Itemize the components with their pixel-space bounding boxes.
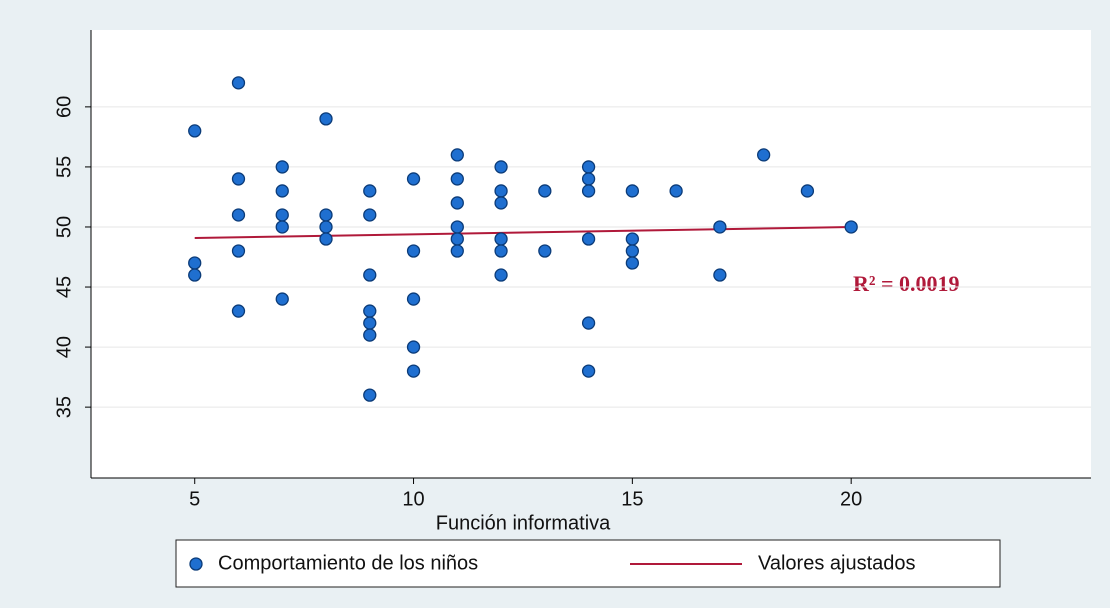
point — [406, 292, 421, 306]
point — [188, 256, 202, 270]
y-tick-label: 50 — [53, 216, 75, 238]
point — [713, 220, 727, 234]
point — [275, 208, 289, 222]
point — [319, 208, 333, 222]
point — [538, 244, 552, 258]
legend-label: Valores ajustados — [758, 552, 916, 574]
point — [319, 112, 333, 126]
point — [319, 232, 333, 246]
point — [494, 244, 508, 258]
point — [231, 172, 246, 186]
point — [494, 268, 508, 282]
point — [363, 184, 377, 198]
point — [275, 184, 289, 198]
point — [406, 340, 421, 354]
fit-line — [194, 225, 852, 240]
point — [581, 160, 596, 174]
point — [844, 220, 858, 234]
point — [188, 124, 202, 138]
point — [450, 232, 464, 246]
y-tick-label: 45 — [53, 276, 75, 298]
point — [406, 172, 421, 186]
x-axis-title: Función informativa — [436, 512, 611, 534]
point — [231, 208, 246, 222]
point — [625, 256, 640, 270]
point — [625, 244, 640, 258]
legend — [175, 539, 1001, 588]
x-tick-label: 15 — [621, 488, 643, 510]
point — [319, 220, 333, 234]
point — [363, 268, 377, 282]
point — [581, 184, 596, 198]
point — [800, 184, 815, 198]
point — [538, 184, 552, 198]
point — [231, 304, 246, 318]
y-tick-label: 60 — [53, 96, 75, 118]
point — [231, 76, 246, 90]
point — [450, 244, 464, 258]
point — [625, 184, 640, 198]
point — [494, 232, 508, 246]
point — [581, 232, 596, 246]
point — [363, 388, 377, 402]
point — [363, 316, 377, 330]
point — [494, 160, 508, 174]
point — [275, 160, 289, 174]
x-tick-label: 20 — [840, 488, 862, 510]
point — [581, 316, 596, 330]
point — [363, 304, 377, 318]
point — [494, 184, 508, 198]
point — [756, 148, 771, 162]
point — [275, 292, 289, 306]
y-tick-label: 55 — [53, 156, 75, 178]
legend-marker — [189, 557, 203, 571]
point — [581, 364, 596, 378]
point — [625, 232, 640, 246]
point — [188, 268, 202, 282]
point — [581, 172, 596, 186]
point — [450, 220, 464, 234]
point — [713, 268, 727, 282]
y-tick-label: 40 — [53, 336, 75, 358]
x-tick-label: 5 — [189, 488, 200, 510]
point — [231, 244, 246, 258]
x-tick-label: 10 — [402, 488, 424, 510]
point — [669, 184, 683, 198]
point — [406, 244, 421, 258]
plot-area — [91, 30, 1091, 478]
point — [450, 172, 464, 186]
point — [450, 148, 464, 162]
point — [406, 364, 421, 378]
point — [363, 208, 377, 222]
legend-label: Comportamiento de los niños — [218, 552, 478, 574]
annotation: R² = 0.0019 — [853, 271, 960, 296]
point — [450, 196, 464, 210]
y-tick-label: 35 — [53, 396, 75, 418]
point — [275, 220, 289, 234]
point — [363, 328, 377, 342]
point — [494, 196, 508, 210]
